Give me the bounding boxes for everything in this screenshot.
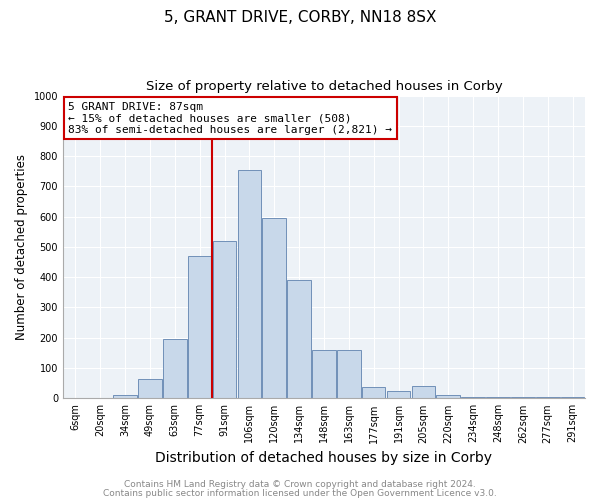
Bar	[387, 390, 410, 398]
Bar	[138, 379, 162, 398]
Bar	[262, 218, 286, 398]
Bar	[238, 170, 261, 398]
Bar	[213, 241, 236, 398]
Bar	[412, 386, 435, 398]
Bar	[163, 340, 187, 398]
Bar	[536, 397, 560, 398]
Bar	[486, 397, 510, 398]
Text: 5 GRANT DRIVE: 87sqm
← 15% of detached houses are smaller (508)
83% of semi-deta: 5 GRANT DRIVE: 87sqm ← 15% of detached h…	[68, 102, 392, 135]
Title: Size of property relative to detached houses in Corby: Size of property relative to detached ho…	[146, 80, 502, 93]
X-axis label: Distribution of detached houses by size in Corby: Distribution of detached houses by size …	[155, 451, 493, 465]
Y-axis label: Number of detached properties: Number of detached properties	[15, 154, 28, 340]
Bar	[337, 350, 361, 399]
Bar	[287, 280, 311, 398]
Text: Contains HM Land Registry data © Crown copyright and database right 2024.: Contains HM Land Registry data © Crown c…	[124, 480, 476, 489]
Bar	[461, 397, 485, 398]
Bar	[436, 396, 460, 398]
Bar	[113, 395, 137, 398]
Bar	[188, 256, 211, 398]
Bar	[362, 387, 385, 398]
Bar	[312, 350, 336, 399]
Text: 5, GRANT DRIVE, CORBY, NN18 8SX: 5, GRANT DRIVE, CORBY, NN18 8SX	[164, 10, 436, 25]
Text: Contains public sector information licensed under the Open Government Licence v3: Contains public sector information licen…	[103, 488, 497, 498]
Bar	[561, 397, 584, 398]
